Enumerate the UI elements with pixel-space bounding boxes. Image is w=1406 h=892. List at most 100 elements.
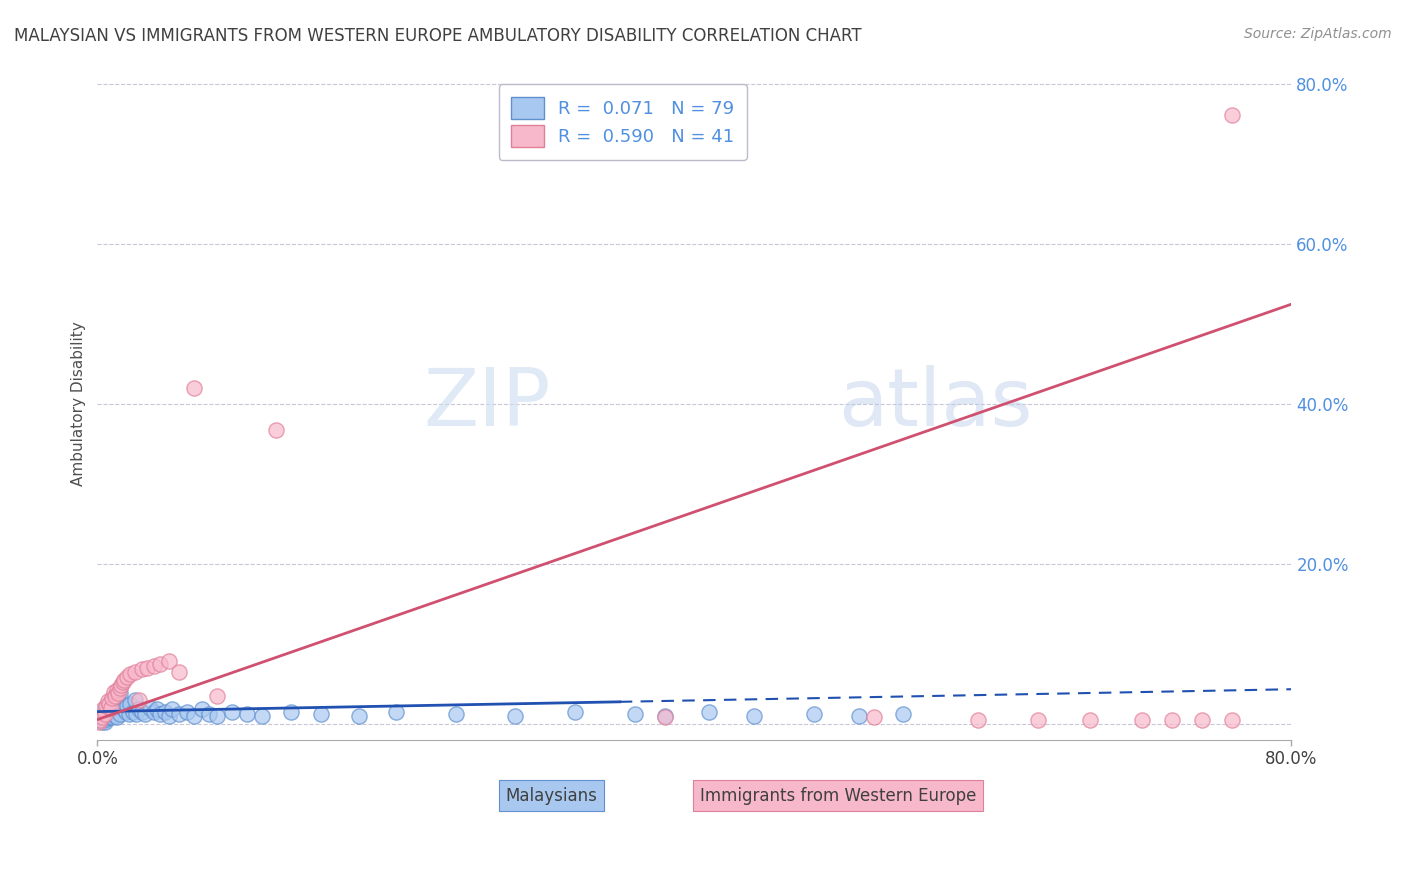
Point	[134, 706, 156, 721]
Point	[235, 706, 257, 721]
Point	[89, 714, 111, 729]
Point	[112, 702, 135, 716]
Point	[98, 697, 121, 711]
Point	[160, 702, 183, 716]
Point	[654, 710, 676, 724]
Text: Immigrants from Western Europe: Immigrants from Western Europe	[700, 787, 976, 805]
Point	[115, 670, 138, 684]
Point	[98, 710, 121, 724]
Point	[309, 706, 332, 721]
Point	[101, 692, 124, 706]
Point	[347, 708, 370, 723]
Point	[221, 705, 243, 719]
Point	[444, 706, 467, 721]
Point	[97, 694, 120, 708]
Point	[143, 659, 166, 673]
Point	[266, 423, 288, 437]
Point	[176, 705, 198, 719]
Point	[100, 694, 122, 708]
Point	[122, 705, 145, 719]
Point	[128, 692, 150, 706]
Point	[103, 706, 125, 721]
Point	[108, 706, 131, 721]
Point	[183, 708, 205, 723]
Point	[124, 665, 146, 679]
Legend: R =  0.071   N = 79, R =  0.590   N = 41: R = 0.071 N = 79, R = 0.590 N = 41	[499, 84, 747, 160]
Point	[89, 710, 111, 724]
Text: MALAYSIAN VS IMMIGRANTS FROM WESTERN EUROPE AMBULATORY DISABILITY CORRELATION CH: MALAYSIAN VS IMMIGRANTS FROM WESTERN EUR…	[14, 27, 862, 45]
Point	[96, 700, 118, 714]
Point	[1026, 713, 1049, 727]
Point	[97, 705, 120, 719]
Point	[1191, 713, 1213, 727]
Point	[111, 675, 134, 690]
Point	[967, 713, 990, 727]
Point	[87, 714, 110, 729]
Point	[97, 710, 120, 724]
Point	[108, 686, 131, 700]
Text: Source: ZipAtlas.com: Source: ZipAtlas.com	[1244, 27, 1392, 41]
Point	[101, 710, 124, 724]
Point	[131, 705, 153, 719]
Point	[115, 698, 138, 713]
Point	[110, 678, 132, 692]
Point	[89, 713, 111, 727]
Point	[205, 689, 228, 703]
Point	[157, 708, 180, 723]
Point	[98, 697, 121, 711]
Point	[191, 702, 214, 716]
Point	[1220, 713, 1243, 727]
Text: ZIP: ZIP	[423, 365, 551, 443]
Point	[848, 708, 870, 723]
Point	[120, 697, 142, 711]
Point	[1161, 713, 1184, 727]
Point	[104, 691, 127, 706]
Point	[90, 706, 112, 721]
Point	[198, 706, 221, 721]
Point	[280, 705, 302, 719]
Point	[893, 706, 915, 721]
Point	[98, 705, 121, 719]
Point	[654, 708, 676, 723]
Point	[91, 714, 114, 729]
Point	[1130, 713, 1153, 727]
Point	[120, 667, 142, 681]
Point	[183, 381, 205, 395]
Point	[205, 708, 228, 723]
Text: atlas: atlas	[838, 365, 1032, 443]
Point	[114, 705, 136, 719]
Point	[385, 705, 408, 719]
Point	[96, 698, 118, 713]
Point	[105, 689, 128, 703]
Point	[91, 705, 114, 719]
Point	[803, 706, 825, 721]
Y-axis label: Ambulatory Disability: Ambulatory Disability	[72, 322, 86, 486]
Point	[91, 710, 114, 724]
Point	[169, 706, 191, 721]
Point	[138, 700, 160, 714]
Point	[110, 697, 132, 711]
Point	[108, 681, 131, 695]
Point	[146, 702, 169, 716]
Point	[503, 708, 526, 723]
Point	[104, 708, 127, 723]
Point	[105, 710, 128, 724]
Point	[135, 661, 157, 675]
Point	[94, 706, 117, 721]
Point	[112, 673, 135, 687]
Point	[101, 702, 124, 716]
Point	[111, 700, 134, 714]
Point	[149, 657, 172, 671]
Point	[742, 708, 765, 723]
Point	[91, 702, 114, 716]
Point	[125, 706, 148, 721]
Point	[94, 702, 117, 716]
Point	[103, 684, 125, 698]
Point	[157, 654, 180, 668]
Point	[97, 698, 120, 713]
Text: Malaysians: Malaysians	[505, 787, 598, 805]
Point	[94, 713, 117, 727]
Point	[100, 706, 122, 721]
Point	[94, 708, 117, 723]
Point	[699, 705, 721, 719]
